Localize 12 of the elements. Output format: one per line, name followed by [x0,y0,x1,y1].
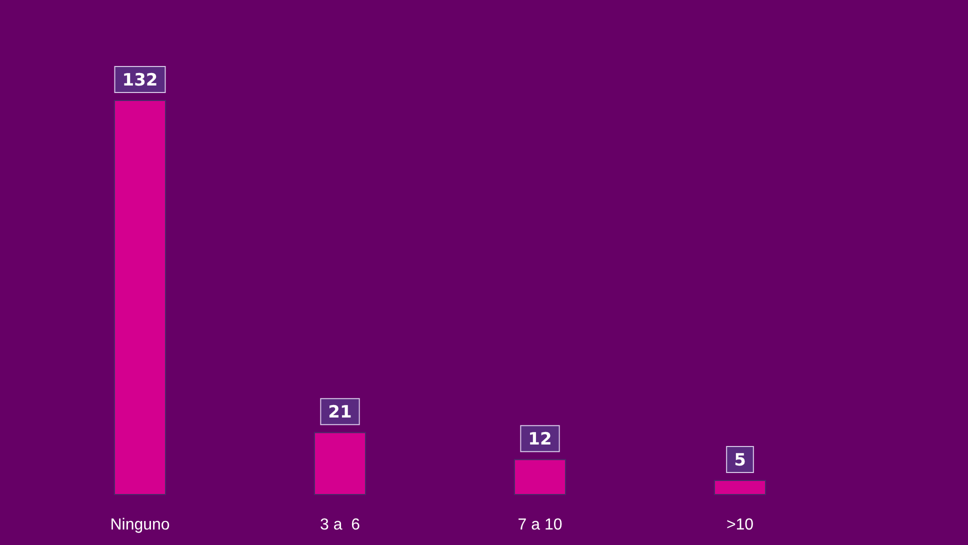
bar [514,459,566,495]
x-tick-label: 7 a 10 [518,516,562,534]
x-tick-label: 3 a 6 [320,516,360,534]
data-label: 5 [734,450,746,471]
bar [314,432,366,495]
data-label: 21 [328,402,352,423]
x-tick-label: >10 [726,516,754,534]
data-label: 132 [122,70,158,90]
bar [114,100,166,495]
data-label: 12 [528,430,552,450]
x-tick-label: Ninguno [110,516,170,534]
bar [714,480,766,495]
